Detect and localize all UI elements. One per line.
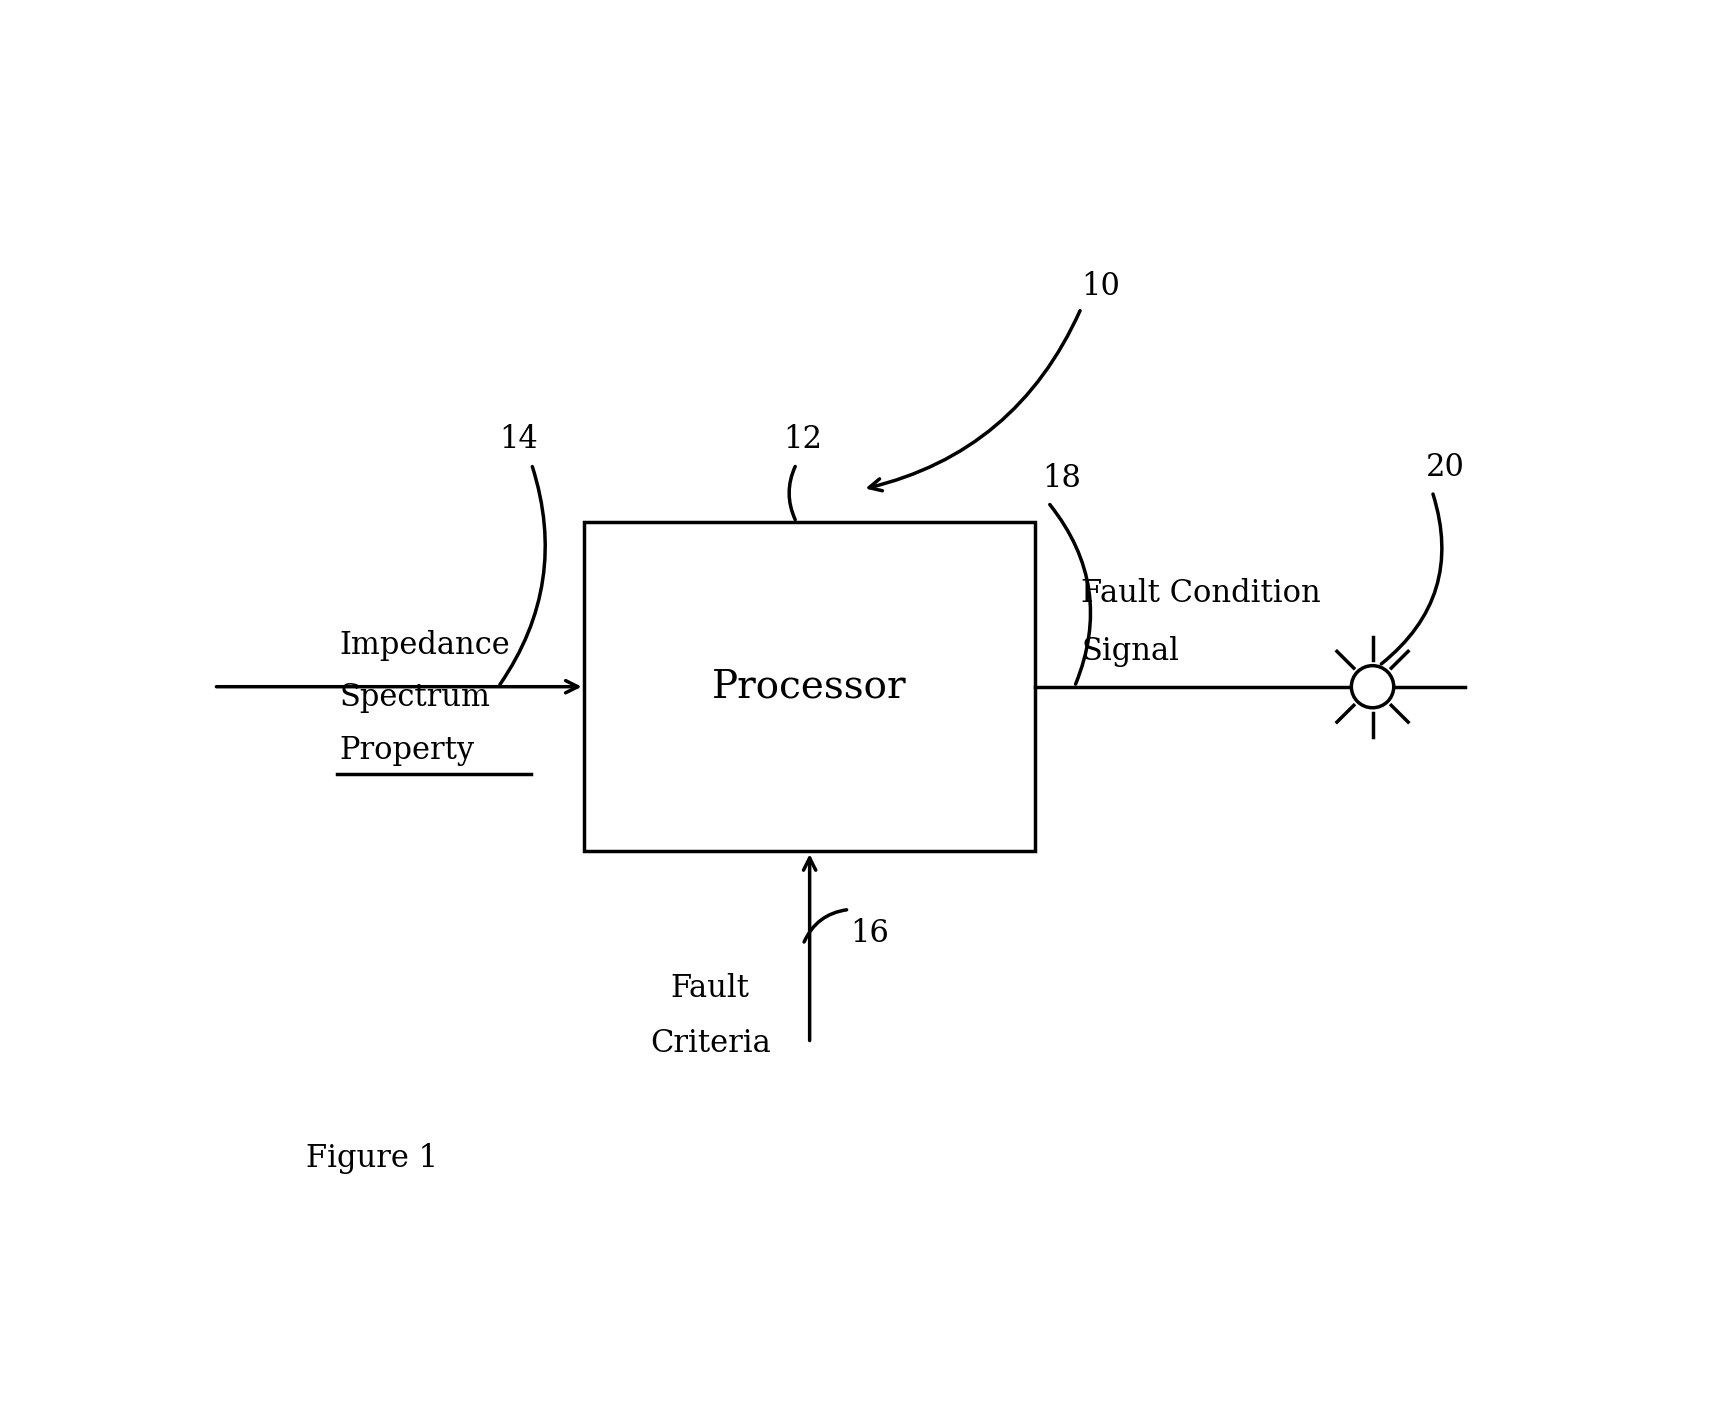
Text: 12: 12 — [783, 425, 822, 456]
Text: Impedance: Impedance — [340, 630, 511, 661]
Text: Fault: Fault — [672, 973, 750, 1005]
Text: Figure 1: Figure 1 — [306, 1143, 439, 1174]
Text: Criteria: Criteria — [649, 1027, 771, 1059]
Text: 10: 10 — [1082, 271, 1121, 302]
Text: Spectrum: Spectrum — [340, 683, 490, 712]
Text: Processor: Processor — [713, 668, 907, 705]
Ellipse shape — [1352, 665, 1395, 708]
Text: 20: 20 — [1425, 452, 1465, 483]
Bar — [584, 522, 1036, 851]
Text: Property: Property — [340, 735, 475, 765]
Text: 14: 14 — [499, 425, 538, 456]
Text: Fault Condition: Fault Condition — [1082, 579, 1321, 608]
Text: 18: 18 — [1042, 463, 1080, 493]
Text: 16: 16 — [849, 918, 889, 949]
Text: Signal: Signal — [1082, 636, 1179, 667]
